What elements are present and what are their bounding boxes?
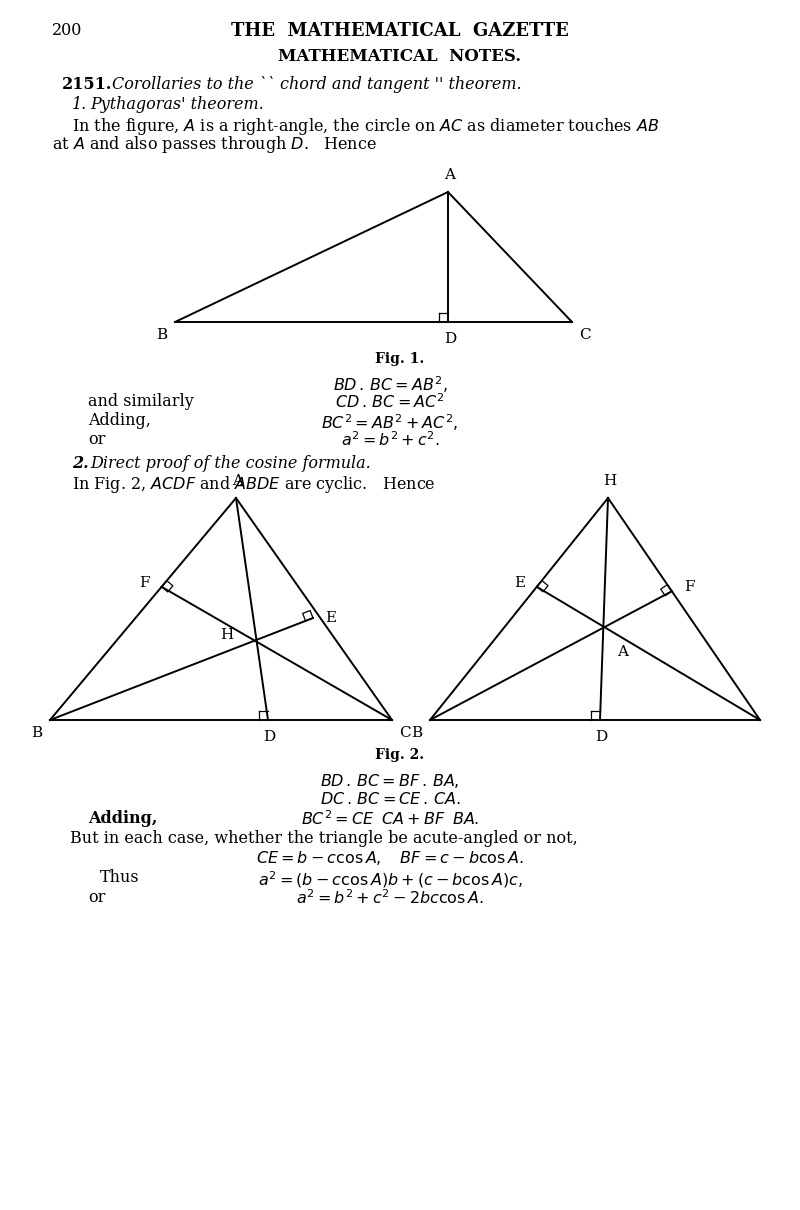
Text: THE  MATHEMATICAL  GAZETTE: THE MATHEMATICAL GAZETTE — [231, 22, 569, 40]
Text: A: A — [617, 645, 628, 659]
Text: Fig. 1.: Fig. 1. — [375, 352, 425, 365]
Text: 2.: 2. — [72, 455, 89, 472]
Text: or: or — [88, 431, 106, 448]
Text: at $A$ and also passes through $D$.   Hence: at $A$ and also passes through $D$. Henc… — [52, 134, 377, 155]
Text: H: H — [220, 628, 233, 643]
Text: B: B — [411, 726, 422, 741]
Text: B: B — [31, 726, 42, 741]
Text: Thus: Thus — [100, 869, 140, 886]
Text: Pythagoras' theorem.: Pythagoras' theorem. — [90, 96, 264, 113]
Text: In the figure, $A$ is a right-angle, the circle on $AC$ as diameter touches $AB$: In the figure, $A$ is a right-angle, the… — [72, 116, 659, 137]
Text: A: A — [233, 474, 243, 488]
Text: or: or — [88, 889, 106, 906]
Text: $CD\,.\,BC = AC^2$: $CD\,.\,BC = AC^2$ — [335, 393, 445, 411]
Text: $BD\,.\,BC = AB^2,$: $BD\,.\,BC = AB^2,$ — [333, 374, 447, 394]
Text: $DC\,.\,BC = CE\,.\,CA.$: $DC\,.\,BC = CE\,.\,CA.$ — [319, 791, 461, 808]
Text: D: D — [595, 730, 607, 744]
Text: But in each case, whether the triangle be acute-angled or not,: But in each case, whether the triangle b… — [70, 830, 578, 847]
Text: Fig. 2.: Fig. 2. — [375, 748, 425, 762]
Text: $BC^2 = CE\;\;CA + BF\;\;BA.$: $BC^2 = CE\;\;CA + BF\;\;BA.$ — [301, 809, 479, 829]
Text: and similarly: and similarly — [88, 393, 194, 410]
Text: B: B — [156, 328, 167, 342]
Text: F: F — [139, 576, 150, 589]
Text: $BD\,.\,BC = BF\,.\,BA,$: $BD\,.\,BC = BF\,.\,BA,$ — [320, 772, 460, 790]
Text: C: C — [399, 726, 410, 741]
Text: 2151.: 2151. — [62, 76, 112, 93]
Text: D: D — [444, 332, 456, 346]
Text: $a^2 = b^2 + c^2 - 2bc\cos A.$: $a^2 = b^2 + c^2 - 2bc\cos A.$ — [296, 889, 484, 908]
Text: $a^2 = (b - c\cos A)b + (c - b\cos A)c,$: $a^2 = (b - c\cos A)b + (c - b\cos A)c,$ — [258, 869, 522, 889]
Text: Adding,: Adding, — [88, 809, 158, 826]
Text: $a^2 = b^2 + c^2.$: $a^2 = b^2 + c^2.$ — [341, 431, 439, 450]
Text: MATHEMATICAL  NOTES.: MATHEMATICAL NOTES. — [278, 48, 522, 65]
Text: E: E — [514, 576, 525, 589]
Text: $BC^2 = AB^2 + AC^2,$: $BC^2 = AB^2 + AC^2,$ — [322, 411, 458, 433]
Text: F: F — [684, 581, 694, 594]
Text: In Fig. 2, $ACDF$ and $ABDE$ are cyclic.   Hence: In Fig. 2, $ACDF$ and $ABDE$ are cyclic.… — [72, 474, 435, 495]
Text: $CE = b - c\cos A,\quad BF = c - b\cos A.$: $CE = b - c\cos A,\quad BF = c - b\cos A… — [256, 849, 524, 868]
Text: C: C — [579, 328, 590, 342]
Text: A: A — [445, 168, 455, 182]
Text: Direct proof of the cosine formula.: Direct proof of the cosine formula. — [90, 455, 370, 472]
Text: 200: 200 — [52, 22, 82, 39]
Text: E: E — [325, 611, 336, 626]
Text: D: D — [263, 730, 275, 744]
Text: 1.: 1. — [72, 96, 87, 113]
Text: Corollaries to the `` chord and tangent '' theorem.: Corollaries to the `` chord and tangent … — [112, 76, 522, 93]
Text: Adding,: Adding, — [88, 411, 151, 430]
Text: H: H — [603, 474, 617, 488]
